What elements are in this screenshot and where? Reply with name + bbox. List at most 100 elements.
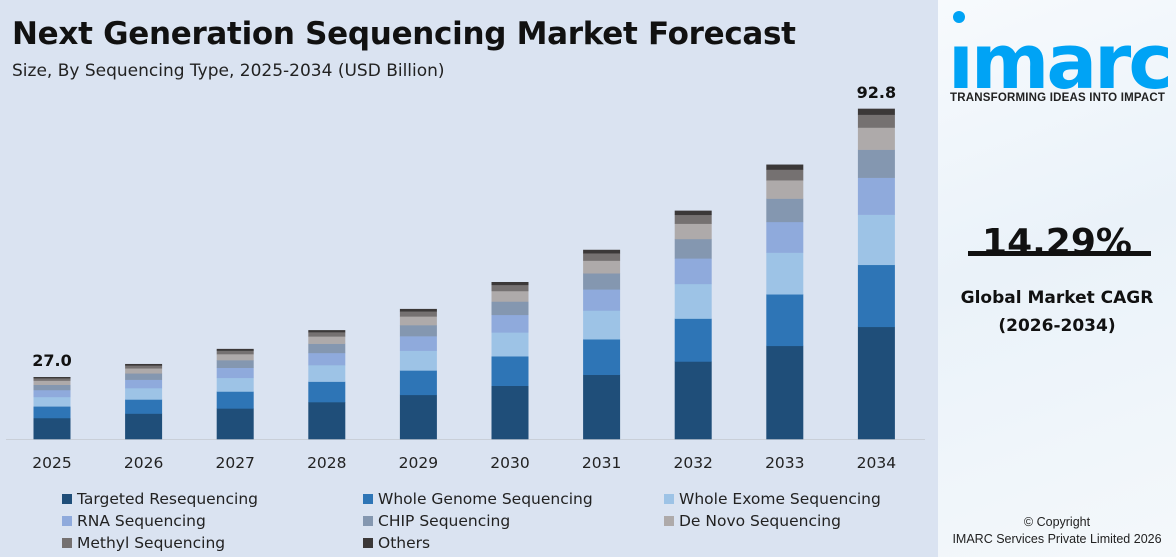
bar-segment-2034-de-novo-sequencing [857, 127, 895, 150]
bar-segment-2034-whole-exome-sequencing [857, 214, 895, 266]
legend-label: RNA Sequencing [77, 512, 206, 530]
bar-segment-2027-others [216, 348, 254, 351]
bar-segment-2029-targeted-resequencing [399, 394, 437, 440]
bar-segment-2033-rna-sequencing [766, 221, 804, 253]
bar-segment-2026-methyl-sequencing [125, 365, 163, 369]
bar-segment-2028-whole-genome-sequencing [308, 381, 346, 403]
bar-segment-2029-others [399, 308, 437, 312]
bar-segment-2030-rna-sequencing [491, 314, 529, 333]
bar-segment-2028-de-novo-sequencing [308, 336, 346, 344]
bar-segment-2029-chip-sequencing [399, 325, 437, 337]
bar-segment-2029-whole-genome-sequencing [399, 370, 437, 396]
bar-segment-2026-chip-sequencing [125, 373, 163, 380]
legend-label: Whole Genome Sequencing [378, 490, 593, 508]
bar-segment-2028-chip-sequencing [308, 343, 346, 354]
bar-segment-2034-chip-sequencing [857, 149, 895, 178]
bar-segment-2026-de-novo-sequencing [125, 368, 163, 374]
copyright-line1: © Copyright [1023, 515, 1091, 529]
chart-subtitle: Size, By Sequencing Type, 2025-2034 (USD… [12, 61, 445, 81]
bar-segment-2025-targeted-resequencing [33, 417, 71, 440]
legend-label: De Novo Sequencing [679, 512, 841, 530]
total-label: 92.8 [857, 83, 896, 102]
legend-label: Whole Exome Sequencing [679, 490, 881, 508]
bar-segment-2030-others [491, 281, 529, 286]
bar-segment-2030-de-novo-sequencing [491, 290, 529, 302]
bar-segment-2033-whole-genome-sequencing [766, 294, 804, 347]
x-tick-label: 2032 [673, 454, 712, 472]
bar-segment-2030-targeted-resequencing [491, 385, 529, 440]
svg-text:ımarc: ımarc [948, 17, 1170, 92]
x-tick-label: 2033 [765, 454, 804, 472]
copyright-line2: IMARC Services Private Limited 2026 [952, 532, 1162, 546]
legend-item: RNA Sequencing [62, 512, 206, 530]
bar-segment-2033-de-novo-sequencing [766, 180, 804, 199]
bar-segment-2032-whole-genome-sequencing [674, 318, 712, 362]
bar-segment-2028-others [308, 330, 346, 333]
bar-segment-2026-targeted-resequencing [125, 413, 163, 440]
bar-segment-2025-rna-sequencing [33, 389, 71, 398]
legend-swatch [664, 516, 674, 526]
bar-segment-2030-whole-exome-sequencing [491, 332, 529, 357]
bar-segment-2032-whole-exome-sequencing [674, 283, 712, 319]
bar-segment-2031-whole-exome-sequencing [583, 310, 621, 340]
bar-segment-2032-chip-sequencing [674, 238, 712, 259]
legend-swatch [363, 494, 373, 504]
legend-swatch [363, 516, 373, 526]
bar-segment-2028-methyl-sequencing [308, 332, 346, 337]
cagr-label: Global Market CAGR (2026-2034) [938, 284, 1176, 340]
bar-segment-2032-methyl-sequencing [674, 214, 712, 224]
bar-segment-2030-methyl-sequencing [491, 284, 529, 292]
bar-segment-2031-de-novo-sequencing [583, 260, 621, 274]
legend-swatch [62, 538, 72, 548]
bar-segment-2025-methyl-sequencing [33, 378, 71, 381]
bar-segment-2031-others [583, 249, 621, 254]
x-tick-label: 2027 [215, 454, 254, 472]
legend-swatch [62, 494, 72, 504]
bar-segment-2031-methyl-sequencing [583, 253, 621, 261]
bar-segment-2034-targeted-resequencing [857, 326, 895, 440]
bar-segment-2033-whole-exome-sequencing [766, 252, 804, 295]
legend-label: Others [378, 534, 431, 552]
total-label: 27.0 [32, 351, 71, 370]
bar-segment-2028-whole-exome-sequencing [308, 365, 346, 382]
bar-segment-2032-rna-sequencing [674, 258, 712, 285]
x-tick-label: 2028 [307, 454, 346, 472]
bar-segment-2025-whole-genome-sequencing [33, 406, 71, 419]
legend-item: Whole Genome Sequencing [363, 490, 593, 508]
bar-segment-2034-others [857, 108, 895, 115]
legend-item: CHIP Sequencing [363, 512, 510, 530]
stacked-bar-chart: 2025 27.0 2026 2027 2028 2029 2030 2031 2032 2033… [6, 83, 925, 472]
brand-panel: ımarc TRANSFORMING IDEAS INTO IMPACT 14.… [938, 0, 1176, 557]
bar-segment-2031-rna-sequencing [583, 289, 621, 311]
bar-segment-2034-rna-sequencing [857, 177, 895, 215]
bar-segment-2026-rna-sequencing [125, 379, 163, 389]
bar-segment-2027-whole-genome-sequencing [216, 391, 254, 409]
legend-label: Targeted Resequencing [77, 490, 258, 508]
legend-item: Others [363, 534, 430, 552]
bar-segment-2027-targeted-resequencing [216, 408, 254, 440]
bar-segment-2031-whole-genome-sequencing [583, 339, 621, 376]
bar-segment-2031-chip-sequencing [583, 273, 621, 290]
bar-segment-2032-de-novo-sequencing [674, 223, 712, 240]
cagr-label-text: Global Market CAGR [960, 288, 1154, 308]
x-tick-label: 2026 [124, 454, 163, 472]
bar-segment-2028-rna-sequencing [308, 352, 346, 366]
legend-item: Whole Exome Sequencing [664, 490, 881, 508]
bar-segment-2026-others [125, 363, 163, 366]
bar-segment-2034-whole-genome-sequencing [857, 264, 895, 328]
bar-segment-2025-chip-sequencing [33, 384, 71, 391]
bar-segment-2025-others [33, 377, 71, 379]
chart-panel: Next Generation Sequencing Market Foreca… [6, 16, 925, 552]
bar-segment-2034-methyl-sequencing [857, 114, 895, 128]
bar-segment-2025-whole-exome-sequencing [33, 396, 71, 407]
copyright: © Copyright IMARC Services Private Limit… [938, 514, 1176, 548]
bar-segment-2027-chip-sequencing [216, 360, 254, 368]
bar-segment-2030-chip-sequencing [491, 301, 529, 316]
legend-label: CHIP Sequencing [378, 512, 511, 530]
bar-segment-2032-targeted-resequencing [674, 361, 712, 440]
legend-label: Methyl Sequencing [77, 534, 226, 552]
bar-segment-2026-whole-exome-sequencing [125, 388, 163, 400]
legend-item: De Novo Sequencing [664, 512, 841, 530]
bar-segment-2029-whole-exome-sequencing [399, 350, 437, 371]
legend-item: Methyl Sequencing [62, 534, 225, 552]
